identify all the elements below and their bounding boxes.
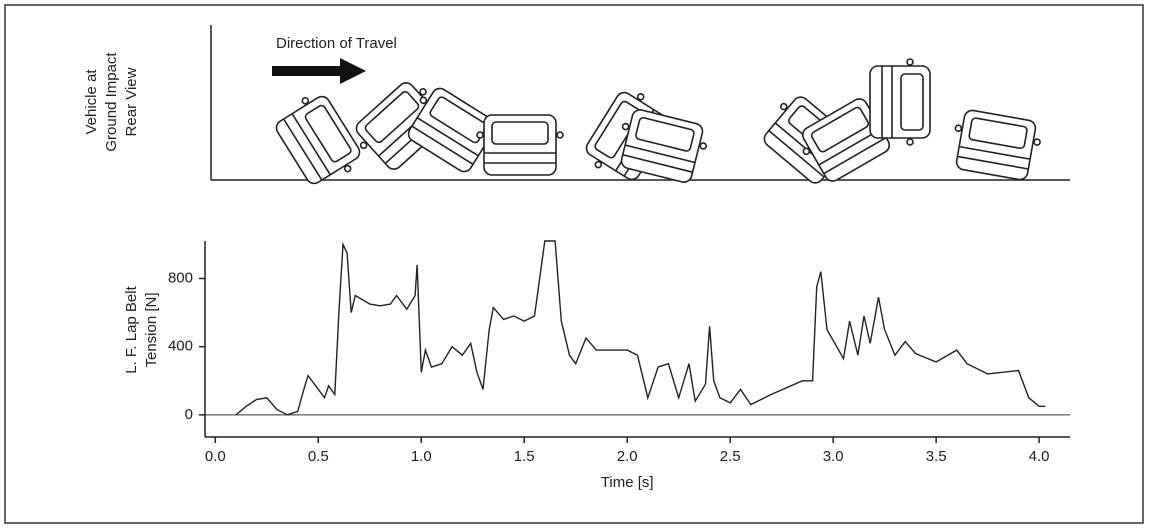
vehicle-window — [304, 104, 352, 163]
data-line — [235, 240, 1046, 416]
vehicle-mirror — [621, 122, 630, 131]
vehicle-mirror — [699, 142, 708, 150]
vehicle-window — [810, 106, 870, 153]
x-tick-label: 2.0 — [617, 448, 638, 465]
vehicle — [620, 109, 708, 183]
vehicle-mirror — [802, 147, 811, 156]
vehicle — [476, 114, 564, 176]
vehicle-mirror — [779, 102, 788, 111]
annotation: Direction of Travel — [276, 35, 397, 52]
vehicle-mirror — [476, 131, 484, 139]
vehicle-line — [624, 144, 696, 164]
x-tick-label: 3.0 — [823, 448, 844, 465]
vehicle-line — [959, 145, 1031, 160]
vehicle-window — [364, 91, 420, 144]
y-tick-label: 0 — [185, 406, 193, 423]
vehicle-body — [407, 87, 497, 173]
vehicle-mirror — [359, 141, 368, 150]
x-tick-label: 2.5 — [720, 448, 741, 465]
vehicle-mirror — [343, 164, 352, 173]
vehicle-line — [282, 118, 323, 181]
x-tick-label: 1.0 — [411, 448, 432, 465]
panel-label: Vehicle at — [83, 69, 100, 135]
vehicle-window — [900, 73, 924, 131]
vehicle-line — [768, 130, 825, 178]
vehicle-mirror — [1033, 138, 1041, 146]
panel-label: Ground Impact — [103, 52, 120, 152]
y-axis-label: Tension [N] — [143, 292, 160, 367]
vehicle-line — [411, 125, 474, 166]
vehicle — [275, 95, 361, 185]
vehicle-mirror — [906, 138, 914, 146]
vehicles — [275, 58, 1041, 185]
vehicle-line — [416, 117, 479, 157]
y-axis-label: L. F. Lap Belt — [123, 285, 140, 373]
vehicle-line — [823, 136, 887, 175]
x-tick-label: 3.5 — [926, 448, 947, 465]
vehicle-mirror — [419, 96, 428, 105]
frame — [4, 4, 1144, 524]
y-tick-label: 800 — [168, 269, 193, 286]
x-tick-label: 0.0 — [205, 448, 226, 465]
x-tick-label: 0.5 — [308, 448, 329, 465]
x-tick-label: 1.5 — [514, 448, 535, 465]
vehicle-line — [291, 113, 331, 176]
travel-arrow — [272, 58, 366, 84]
y-tick-label: 400 — [168, 338, 193, 355]
vehicle-mirror — [301, 96, 310, 105]
vehicle — [954, 109, 1041, 181]
x-axis-label: Time [s] — [601, 474, 654, 491]
vehicle-body — [275, 95, 361, 185]
vehicle-line — [957, 155, 1029, 170]
vehicle-mirror — [556, 131, 564, 139]
vehicle-window — [635, 116, 695, 152]
panel-label: Rear View — [123, 67, 140, 136]
vehicle-mirror — [419, 88, 427, 96]
vehicle-mirror — [906, 58, 914, 66]
vehicle-line — [622, 153, 693, 173]
vehicle-window — [968, 117, 1028, 150]
vehicle-mirror — [636, 92, 645, 101]
vehicle-mirror — [954, 124, 963, 133]
x-tick-label: 4.0 — [1029, 448, 1050, 465]
vehicle-mirror — [594, 160, 603, 169]
vehicle — [869, 58, 931, 146]
vehicle-window — [491, 121, 549, 145]
